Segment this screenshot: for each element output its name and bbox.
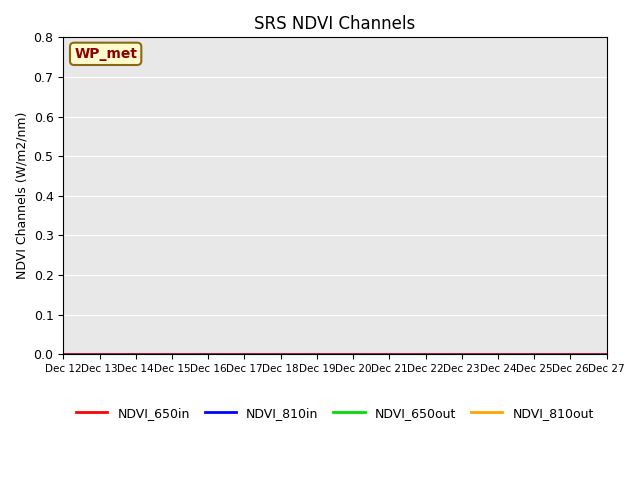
NDVI_650in bbox=[568, 351, 575, 357]
NDVI_810in bbox=[568, 351, 575, 357]
NDVI_810out bbox=[60, 351, 67, 357]
NDVI_650out bbox=[388, 351, 396, 357]
NDVI_810in bbox=[449, 351, 456, 357]
NDVI_810in bbox=[195, 351, 202, 357]
NDVI_650in bbox=[60, 351, 67, 357]
Title: SRS NDVI Channels: SRS NDVI Channels bbox=[254, 15, 415, 33]
NDVI_810out bbox=[603, 351, 611, 357]
NDVI_650out bbox=[449, 351, 456, 357]
NDVI_650in bbox=[603, 351, 611, 357]
Text: WP_met: WP_met bbox=[74, 47, 137, 61]
NDVI_650out bbox=[408, 351, 416, 357]
NDVI_650out bbox=[60, 351, 67, 357]
NDVI_650out bbox=[603, 351, 611, 357]
NDVI_810out bbox=[568, 351, 575, 357]
NDVI_650out bbox=[316, 351, 324, 357]
NDVI_810out bbox=[449, 351, 456, 357]
NDVI_810out bbox=[408, 351, 416, 357]
NDVI_810in bbox=[316, 351, 324, 357]
Legend: NDVI_650in, NDVI_810in, NDVI_650out, NDVI_810out: NDVI_650in, NDVI_810in, NDVI_650out, NDV… bbox=[71, 402, 599, 424]
NDVI_650in bbox=[408, 351, 416, 357]
NDVI_810in bbox=[408, 351, 416, 357]
NDVI_810out bbox=[316, 351, 324, 357]
NDVI_810out bbox=[195, 351, 202, 357]
NDVI_650in bbox=[449, 351, 456, 357]
NDVI_650in bbox=[195, 351, 202, 357]
NDVI_810in bbox=[60, 351, 67, 357]
NDVI_650out bbox=[195, 351, 202, 357]
NDVI_810out bbox=[388, 351, 396, 357]
Y-axis label: NDVI Channels (W/m2/nm): NDVI Channels (W/m2/nm) bbox=[15, 112, 28, 279]
NDVI_810in bbox=[388, 351, 396, 357]
NDVI_650in bbox=[316, 351, 324, 357]
NDVI_810in bbox=[603, 351, 611, 357]
NDVI_650out bbox=[568, 351, 575, 357]
NDVI_650in bbox=[388, 351, 396, 357]
